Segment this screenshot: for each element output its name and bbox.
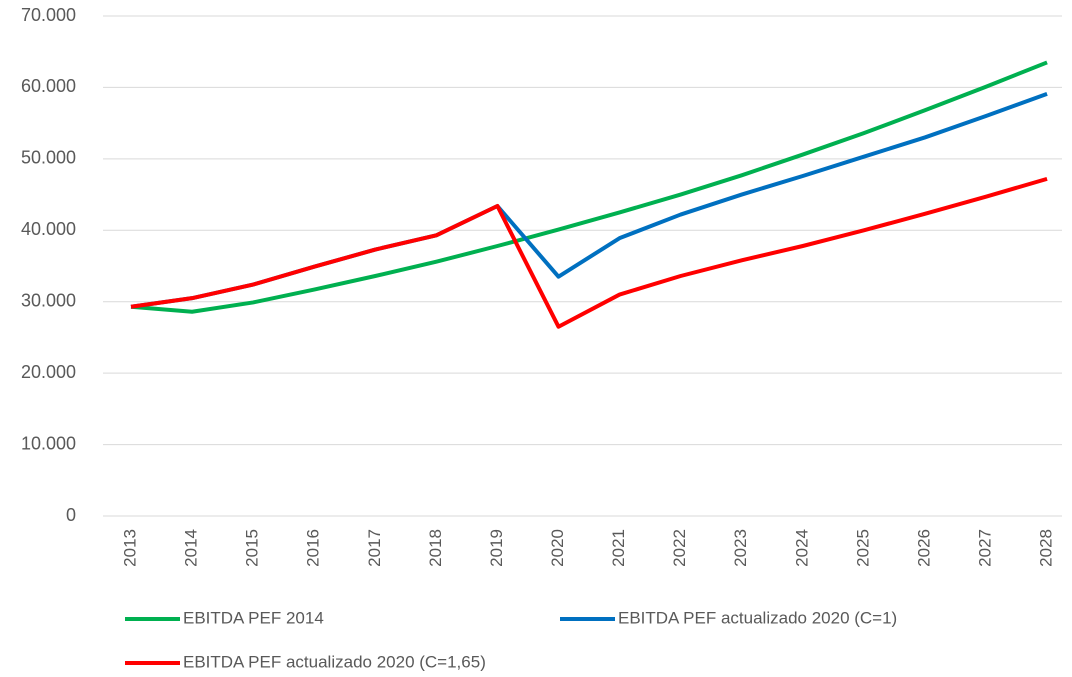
x-tick-label: 2019 xyxy=(487,529,506,567)
x-tick-label: 2025 xyxy=(853,529,872,567)
legend-label: EBITDA PEF actualizado 2020 (C=1) xyxy=(618,608,897,627)
y-tick-label: 30.000 xyxy=(21,290,76,310)
x-tick-label: 2023 xyxy=(731,529,750,567)
x-tick-label: 2015 xyxy=(243,529,262,567)
x-tick-label: 2013 xyxy=(120,529,139,567)
y-tick-label: 60.000 xyxy=(21,76,76,96)
x-tick-label: 2016 xyxy=(304,529,323,567)
x-tick-label: 2020 xyxy=(548,529,567,567)
x-tick-label: 2026 xyxy=(914,529,933,567)
x-tick-label: 2018 xyxy=(426,529,445,567)
x-tick-label: 2017 xyxy=(365,529,384,567)
x-tick-label: 2027 xyxy=(975,529,994,567)
y-tick-label: 0 xyxy=(66,505,76,525)
x-tick-label: 2024 xyxy=(792,529,811,567)
series-line xyxy=(130,91,1048,309)
x-tick-label: 2022 xyxy=(670,529,689,567)
legend-label: EBITDA PEF actualizado 2020 (C=1,65) xyxy=(183,652,486,671)
x-tick-label: 2021 xyxy=(609,529,628,567)
series-line xyxy=(130,60,1048,314)
y-tick-label: 50.000 xyxy=(21,148,76,168)
x-tick-label: 2014 xyxy=(182,529,201,567)
y-tick-label: 10.000 xyxy=(21,433,76,453)
y-tick-label: 20.000 xyxy=(21,362,76,382)
series-line xyxy=(130,176,1048,329)
legend-label: EBITDA PEF 2014 xyxy=(183,608,324,627)
x-tick-label: 2028 xyxy=(1037,529,1056,567)
y-tick-label: 70.000 xyxy=(21,5,76,25)
y-tick-label: 40.000 xyxy=(21,219,76,239)
